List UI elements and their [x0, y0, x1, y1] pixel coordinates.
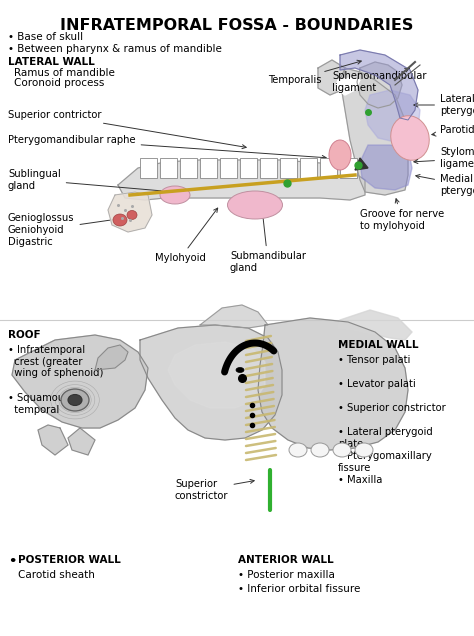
Polygon shape [357, 62, 402, 108]
Text: Lateral
pterygoid: Lateral pterygoid [414, 94, 474, 116]
Polygon shape [355, 158, 368, 170]
Text: Ramus of mandible: Ramus of mandible [14, 68, 115, 78]
Ellipse shape [329, 140, 351, 170]
Bar [280, 158, 297, 178]
Bar [300, 158, 317, 178]
Text: Groove for nerve
to mylohyoid: Groove for nerve to mylohyoid [360, 198, 444, 231]
Text: • Maxilla: • Maxilla [338, 475, 383, 485]
Bar [320, 158, 337, 178]
Text: Coronoid process: Coronoid process [14, 78, 104, 88]
Text: LATERAL WALL: LATERAL WALL [8, 57, 95, 67]
Ellipse shape [160, 186, 190, 204]
Polygon shape [365, 90, 420, 142]
Ellipse shape [228, 191, 283, 219]
Text: Superior contrictor: Superior contrictor [8, 110, 246, 149]
Ellipse shape [68, 394, 82, 406]
Text: Stylomandibular
ligament: Stylomandibular ligament [414, 147, 474, 169]
Text: Carotid sheath: Carotid sheath [18, 570, 95, 580]
Polygon shape [200, 305, 268, 328]
Text: • Base of skull: • Base of skull [8, 32, 83, 42]
Polygon shape [340, 68, 408, 195]
Text: INFRATEMPORAL FOSSA - BOUNDARIES: INFRATEMPORAL FOSSA - BOUNDARIES [60, 18, 414, 33]
Polygon shape [140, 325, 282, 440]
Bar [220, 158, 237, 178]
Ellipse shape [289, 443, 307, 457]
Polygon shape [12, 335, 148, 428]
Text: • Infratemporal
  crest (greater
  wing of sphenoid): • Infratemporal crest (greater wing of s… [8, 345, 103, 378]
Bar [240, 158, 257, 178]
Ellipse shape [333, 443, 351, 457]
Polygon shape [258, 318, 408, 450]
Text: • Lateral pterygoid
plate: • Lateral pterygoid plate [338, 427, 433, 448]
Bar [340, 158, 357, 178]
Text: • Posterior maxilla: • Posterior maxilla [238, 570, 335, 580]
Bar [180, 158, 197, 178]
Text: ANTERIOR WALL: ANTERIOR WALL [238, 555, 334, 565]
Text: Genioglossus
Geniohyoid
Digastric: Genioglossus Geniohyoid Digastric [8, 214, 121, 247]
Polygon shape [168, 342, 265, 408]
Ellipse shape [127, 211, 137, 219]
Polygon shape [108, 192, 152, 232]
Text: Submandibular
gland: Submandibular gland [230, 212, 306, 273]
Ellipse shape [355, 443, 373, 457]
Ellipse shape [311, 443, 329, 457]
Text: POSTERIOR WALL: POSTERIOR WALL [18, 555, 121, 565]
Text: Mylohyoid: Mylohyoid [155, 208, 218, 263]
Polygon shape [118, 160, 365, 200]
Text: ROOF: ROOF [8, 330, 41, 340]
Polygon shape [318, 60, 345, 95]
Text: Superior
constrictor: Superior constrictor [175, 479, 254, 501]
Bar [140, 158, 157, 178]
Bar [200, 158, 217, 178]
Polygon shape [68, 428, 95, 455]
Text: • Pterygomaxillary
fissure: • Pterygomaxillary fissure [338, 451, 432, 473]
Text: Pterygomandibular raphe: Pterygomandibular raphe [8, 135, 326, 160]
Text: • Inferior orbital fissure: • Inferior orbital fissure [238, 584, 360, 594]
Polygon shape [38, 425, 68, 455]
Bar [160, 158, 177, 178]
Ellipse shape [391, 116, 429, 160]
Text: Parotid gland: Parotid gland [432, 125, 474, 136]
Text: MEDIAL WALL: MEDIAL WALL [338, 340, 419, 350]
Ellipse shape [61, 389, 89, 411]
Text: Sphenomandibular
ligament: Sphenomandibular ligament [332, 68, 427, 93]
Bar [260, 158, 277, 178]
Text: • Tensor palati: • Tensor palati [338, 355, 410, 365]
Polygon shape [340, 50, 418, 120]
Polygon shape [338, 310, 412, 340]
Text: Medial
pterygoid: Medial pterygoid [416, 174, 474, 196]
Text: • Levator palati: • Levator palati [338, 379, 416, 389]
Text: • Squamous
  temporal: • Squamous temporal [8, 393, 69, 415]
Polygon shape [95, 345, 128, 370]
Ellipse shape [236, 368, 244, 373]
Polygon shape [335, 78, 360, 95]
Text: Temporalis: Temporalis [268, 60, 361, 85]
Text: • Superior constrictor: • Superior constrictor [338, 403, 446, 413]
Polygon shape [360, 145, 412, 190]
Text: •: • [8, 555, 17, 568]
Text: Sublingual
gland: Sublingual gland [8, 169, 171, 193]
Text: • Between pharynx & ramus of mandible: • Between pharynx & ramus of mandible [8, 44, 222, 54]
Ellipse shape [113, 214, 127, 226]
